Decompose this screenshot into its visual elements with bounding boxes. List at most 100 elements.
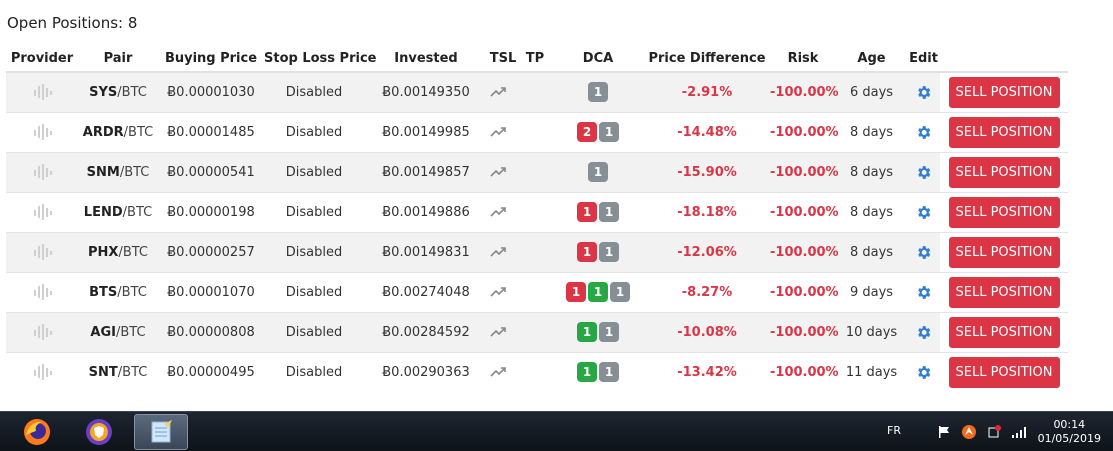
stop-loss-price: Disabled (264, 351, 364, 392)
sell-position-button[interactable]: SELL POSITION (948, 276, 1060, 308)
dca-badge-gray: 1 (588, 82, 608, 103)
positions-page: Open Positions: 8 Provider Pair Buying P… (6, 14, 1068, 392)
table-row: SNT/BTC Ƀ0.00000495 Disabled Ƀ0.00290363 1 1-… (6, 351, 1068, 392)
position-age: 9 days (836, 271, 907, 312)
trend-up-icon[interactable] (490, 205, 508, 220)
dca-badge-gray: 1 (599, 122, 619, 142)
trend-up-icon[interactable] (490, 285, 508, 300)
provider-signal-icon (31, 204, 53, 220)
clock-time: 00:14 (1053, 418, 1086, 431)
table-row: LEND/BTC Ƀ0.00000198 Disabled Ƀ0.00149886 1 1… (6, 191, 1068, 232)
header-risk[interactable]: Risk (770, 46, 836, 73)
dca-badge-red: 1 (577, 202, 597, 222)
gear-icon[interactable] (915, 165, 932, 180)
provider-signal-icon (31, 364, 53, 381)
trend-up-icon[interactable] (490, 85, 508, 100)
header-age[interactable]: Age (836, 46, 907, 73)
header-price-difference[interactable]: Price Difference (644, 46, 770, 73)
header-pair[interactable]: Pair (78, 46, 158, 73)
dca-badge-green: 1 (588, 282, 608, 302)
pair-base: PHX (88, 244, 119, 260)
header-dca[interactable]: DCA (552, 46, 644, 73)
price-difference: -2.91% (644, 71, 770, 112)
sell-position-button[interactable]: SELL POSITION (948, 156, 1060, 188)
provider-signal-icon (31, 84, 53, 101)
buying-price: Ƀ0.00000198 (158, 191, 264, 232)
dca-badge-green: 1 (577, 322, 597, 342)
pair-quote: /BTC (123, 124, 154, 140)
sell-position-button[interactable]: SELL POSITION (948, 76, 1060, 108)
invested-amount: Ƀ0.00149886 (364, 191, 488, 232)
price-difference: -12.06% (644, 231, 770, 272)
flag-icon[interactable] (937, 424, 951, 443)
stop-loss-price: Disabled (264, 271, 364, 312)
sell-position-button[interactable]: SELL POSITION (948, 316, 1060, 348)
sell-position-button[interactable]: SELL POSITION (948, 196, 1060, 228)
avast-icon[interactable] (961, 424, 977, 444)
provider-signal-icon (31, 164, 53, 180)
header-tp[interactable]: TP (518, 46, 552, 73)
gear-icon[interactable] (915, 205, 932, 220)
dca-badge-red: 1 (577, 242, 597, 262)
header-invested[interactable]: Invested (364, 46, 488, 73)
gear-icon[interactable] (915, 245, 932, 260)
trend-up-icon[interactable] (490, 165, 508, 180)
price-difference: -10.08% (644, 311, 770, 352)
stop-loss-price: Disabled (264, 231, 364, 272)
trend-up-icon[interactable] (490, 125, 508, 140)
browser-shield-icon[interactable] (72, 414, 126, 450)
header-provider[interactable]: Provider (6, 46, 78, 73)
windows-taskbar: FR 00:14 01/05/2019 (0, 411, 1113, 451)
pair-quote: /BTC (118, 244, 148, 260)
dca-badge-gray: 1 (610, 282, 630, 302)
gear-icon[interactable] (915, 365, 932, 380)
header-actions (940, 46, 1068, 73)
sell-position-button[interactable]: SELL POSITION (948, 116, 1060, 148)
pair-base: BTS (89, 284, 118, 300)
invested-amount: Ƀ0.00149350 (364, 71, 488, 112)
position-age: 8 days (836, 151, 907, 192)
gear-icon[interactable] (915, 285, 932, 300)
firefox-icon[interactable] (10, 414, 64, 450)
gear-icon[interactable] (915, 125, 932, 140)
trend-up-icon[interactable] (490, 245, 508, 260)
dca-badge-gray: 1 (599, 322, 619, 342)
position-age: 8 days (836, 191, 907, 232)
pair-quote: /BTC (116, 324, 146, 340)
notepad-icon[interactable] (134, 414, 188, 450)
table-row: PHX/BTC Ƀ0.00000257 Disabled Ƀ0.00149831 1 1-… (6, 231, 1068, 272)
trend-up-icon[interactable] (490, 365, 508, 380)
buying-price: Ƀ0.00000808 (158, 311, 264, 352)
header-buying-price[interactable]: Buying Price (158, 46, 264, 73)
header-stop-loss[interactable]: Stop Loss Price (264, 46, 376, 73)
trend-up-icon[interactable] (490, 325, 508, 340)
position-age: 8 days (836, 111, 907, 152)
header-tsl[interactable]: TSL (488, 46, 518, 73)
dca-badge-red: 2 (577, 122, 597, 142)
risk-value: -100.00% (770, 311, 839, 352)
buying-price: Ƀ0.00000257 (158, 231, 264, 272)
positions-table: Provider Pair Buying Price Stop Loss Pri… (6, 46, 1068, 392)
gear-icon[interactable] (915, 325, 932, 340)
pair-base: SYS (89, 84, 118, 100)
price-difference: -18.18% (644, 191, 770, 232)
power-icon[interactable] (986, 424, 1002, 444)
pair-quote: /BTC (117, 84, 147, 100)
network-icon[interactable] (1011, 424, 1027, 443)
buying-price: Ƀ0.00000541 (158, 151, 264, 192)
price-difference: -15.90% (644, 151, 770, 192)
risk-value: -100.00% (770, 351, 839, 392)
stop-loss-price: Disabled (264, 311, 364, 352)
gear-icon[interactable] (915, 85, 932, 100)
system-clock[interactable]: 00:14 01/05/2019 (1038, 418, 1101, 446)
language-indicator[interactable]: FR (887, 424, 901, 437)
provider-signal-icon (31, 324, 53, 340)
sell-position-button[interactable]: SELL POSITION (948, 356, 1060, 388)
buying-price: Ƀ0.00001485 (158, 111, 264, 152)
sell-position-button[interactable]: SELL POSITION (948, 236, 1060, 268)
